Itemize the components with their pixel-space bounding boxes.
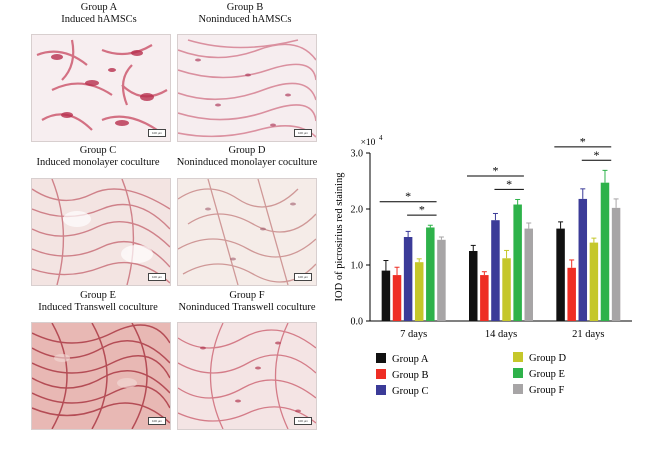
panel-title: Group E (80, 290, 116, 301)
bar (437, 239, 446, 321)
bar (381, 270, 391, 321)
legend-label: Group B (392, 370, 428, 381)
significance-asterisk: * (580, 134, 586, 148)
bar (513, 204, 522, 321)
legend-swatch (376, 353, 386, 363)
significance-asterisk: * (405, 189, 411, 203)
micrograph-texture (32, 179, 170, 285)
legend-swatch (513, 368, 523, 378)
y-multiplier-label: ×10 (361, 138, 376, 148)
micrograph-texture (178, 39, 316, 138)
panel-label-group-b: Group B Noninduced hAMSCs (170, 2, 320, 26)
scale-bar: 100 μm (294, 417, 312, 425)
y-tick-label: 2.0 (351, 205, 364, 216)
panel-label-group-e: Group E Induced Transwell coculture (18, 290, 178, 314)
micrograph-group-a: 100 μm (31, 34, 171, 142)
legend-swatch (513, 352, 523, 362)
micrograph-group-f: 100 μm (177, 322, 317, 430)
bar (589, 242, 599, 321)
scale-bar: 100 μm (294, 129, 312, 137)
panel-subtitle: Induced hAMSCs (61, 14, 137, 25)
bar (600, 182, 610, 321)
legend-swatch (513, 384, 523, 394)
bar (611, 207, 621, 321)
legend-label: Group F (529, 385, 564, 396)
legend-swatch (376, 385, 386, 395)
significance-asterisk: * (594, 148, 600, 162)
micrograph-group-d: 100 μm (177, 178, 317, 286)
legend-label: Group C (392, 386, 428, 397)
panel-title: Group A (80, 2, 118, 13)
micrograph-group-e: 100 μm (31, 322, 171, 430)
micrograph-texture (32, 323, 170, 429)
scale-bar: 100 μm (148, 417, 166, 425)
panel-label-group-f: Group F Noninduced Transwell coculture (162, 290, 332, 314)
panel-title: Group B (226, 2, 264, 13)
panel-subtitle: Noninduced monolayer coculture (176, 157, 318, 168)
y-tick-label: 1.0 (351, 261, 364, 272)
x-tick-label: 14 days (485, 329, 517, 340)
bar (426, 227, 435, 321)
bar (480, 275, 489, 321)
legend-label: Group D (529, 353, 566, 364)
panel-subtitle: Induced monolayer coculture (36, 157, 160, 168)
panel-label-group-c: Group C Induced monolayer coculture (18, 145, 178, 169)
bar (414, 262, 424, 321)
bar (502, 258, 511, 321)
x-tick-label: 21 days (572, 329, 604, 340)
panel-label-group-a: Group A Induced hAMSCs (24, 2, 174, 26)
bar (392, 275, 402, 321)
y-tick-label: 0.0 (351, 317, 364, 328)
bar (403, 237, 413, 321)
panel-subtitle: Noninduced Transwell coculture (178, 302, 316, 313)
bar (556, 228, 565, 321)
panel-label-group-d: Group D Noninduced monolayer coculture (162, 145, 332, 169)
significance-asterisk: * (492, 163, 498, 177)
legend-label: Group A (392, 354, 429, 365)
panel-title: Group F (229, 290, 265, 301)
micrograph-group-c: 100 μm (31, 178, 171, 286)
bar (491, 220, 500, 321)
micrograph-texture (178, 179, 316, 285)
significance-asterisk: * (419, 203, 425, 217)
micrograph-texture (178, 323, 316, 429)
panel-subtitle: Induced Transwell coculture (38, 302, 158, 313)
scale-bar: 100 μm (294, 273, 312, 281)
bar (524, 228, 533, 321)
scale-bar: 100 μm (148, 273, 166, 281)
legend-label: Group E (529, 369, 565, 380)
y-tick-label: 3.0 (351, 149, 364, 160)
y-multiplier-exponent: 4 (379, 134, 383, 142)
significance-asterisk: * (506, 177, 512, 191)
scale-bar: 100 μm (148, 129, 166, 137)
bar (469, 251, 478, 321)
legend-swatch (376, 369, 386, 379)
bar (578, 198, 588, 321)
panel-title: Group C (79, 145, 117, 156)
micrograph-texture (36, 39, 168, 131)
micrograph-group-b: 100 μm (177, 34, 317, 142)
panel-title: Group D (228, 145, 266, 156)
bar (567, 267, 576, 321)
panel-subtitle: Noninduced hAMSCs (198, 14, 292, 25)
x-tick-label: 7 days (400, 329, 427, 340)
y-axis-label: IOD of picrosirius red staining (334, 172, 345, 302)
